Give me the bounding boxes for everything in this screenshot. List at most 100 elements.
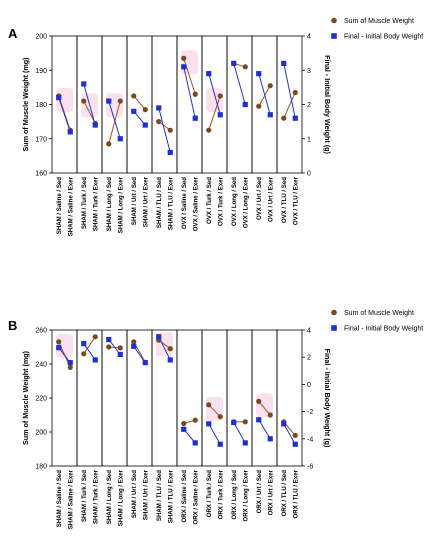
- category-label: OVX / TLU / Exer: [292, 176, 299, 225]
- muscle-point: [181, 55, 187, 61]
- category-label: ORX / Saline / Sed: [181, 470, 188, 523]
- body-point: [92, 357, 98, 363]
- body-point: [131, 343, 137, 349]
- body-series-line: [83, 343, 96, 361]
- body-series-line: [158, 107, 171, 153]
- body-point: [281, 421, 287, 427]
- muscle-point: [81, 351, 87, 357]
- y-tick-label: 160: [35, 171, 47, 178]
- category-label: SHAM / Urt / Sed: [131, 177, 138, 225]
- body-point: [242, 440, 248, 446]
- category-label: SHAM / Turk / Sed: [81, 177, 88, 229]
- body-point: [292, 441, 298, 447]
- panel-letter: A: [8, 26, 18, 41]
- y2-tick-label: 4: [307, 34, 311, 41]
- y2-tick-label: 2: [307, 102, 311, 109]
- category-label: OVX / TLU / Sed: [281, 177, 288, 223]
- body-point: [256, 417, 262, 423]
- legend-muscle-label: Sum of Muscle Weight: [344, 310, 414, 317]
- muscle-point: [56, 339, 62, 345]
- panel-letter: B: [8, 318, 17, 333]
- group-box: [276, 329, 303, 467]
- legend-muscle-marker: [331, 309, 337, 316]
- body-series-line: [258, 73, 271, 115]
- category-label: SHAM / Urt / Exer: [142, 469, 149, 520]
- group-box: [176, 329, 203, 467]
- body-point: [56, 95, 62, 101]
- category-label: SHAM / Long / Exer: [117, 469, 124, 526]
- muscle-point: [142, 107, 148, 113]
- group-box: [126, 35, 153, 174]
- body-point: [217, 112, 223, 118]
- body-point: [167, 357, 173, 363]
- category-label: OVX / Turk / Sed: [206, 177, 213, 224]
- muscle-point: [242, 419, 248, 425]
- legend-body-label: Final - Initial Body Weight: [344, 34, 423, 41]
- highlight-shape: [106, 93, 123, 118]
- muscle-point: [281, 115, 287, 121]
- muscle-point: [217, 414, 223, 420]
- group-box: [151, 35, 178, 174]
- category-label: SHAM / Saline / Sed: [56, 177, 63, 235]
- muscle-point: [106, 344, 112, 350]
- category-label: ORX / Long / Sed: [231, 470, 238, 520]
- body-series-line: [133, 346, 146, 363]
- category-label: SHAM / TLU / Sed: [156, 470, 163, 521]
- category-label: ORX / Long / Exer: [242, 469, 249, 521]
- muscle-point: [256, 103, 262, 109]
- body-point: [131, 108, 137, 114]
- muscle-series-line: [208, 404, 221, 418]
- body-point: [206, 421, 212, 427]
- y-tick-label: 180: [35, 102, 47, 109]
- body-point: [142, 360, 148, 366]
- body-point: [256, 71, 262, 77]
- body-point: [81, 341, 87, 347]
- muscle-series-line: [283, 92, 296, 119]
- legend-body-marker: [331, 325, 337, 331]
- category-label: SHAM / Turk / Exer: [92, 469, 99, 524]
- category-label: SHAM / TLU / Exer: [167, 469, 174, 523]
- body-series-line: [233, 422, 246, 444]
- body-point: [92, 122, 98, 128]
- muscle-point: [267, 412, 273, 418]
- y2-tick-label: 2: [307, 355, 311, 362]
- group-box: [226, 35, 253, 174]
- y2-tick-label: 3: [307, 68, 311, 75]
- category-label: SHAM / Urt / Sed: [131, 470, 138, 518]
- group-box: [101, 329, 128, 467]
- y-axis-title: Sum of Muscle Weight (mg): [21, 57, 30, 152]
- muscle-point: [167, 346, 173, 352]
- category-label: SHAM / Turk / Exer: [92, 176, 99, 231]
- legend-muscle-marker: [331, 17, 337, 24]
- body-point: [181, 426, 187, 432]
- category-label: SHAM / Long / Sed: [106, 177, 113, 231]
- body-point: [267, 436, 273, 442]
- y-tick-label: 220: [35, 396, 47, 403]
- category-label: ORX / Turk / Exer: [217, 469, 224, 519]
- y-tick-label: 190: [35, 68, 47, 75]
- muscle-point: [117, 98, 123, 104]
- muscle-point: [217, 93, 223, 99]
- body-point: [206, 71, 212, 77]
- muscle-point: [292, 432, 298, 438]
- body-series-line: [208, 73, 221, 115]
- highlight-shape: [181, 50, 198, 75]
- y2-tick-label: -4: [307, 436, 313, 443]
- category-label: ORX / TLU / Exer: [292, 469, 299, 518]
- y2-axis-title: Final - Initial Body Weight (g): [323, 349, 332, 448]
- category-label: SHAM / Long / Exer: [117, 176, 124, 233]
- muscle-point: [167, 127, 173, 133]
- category-label: ORX / Urt / Sed: [256, 470, 263, 514]
- category-label: ORX / TLU / Sed: [281, 470, 288, 517]
- category-label: SHAM / TLU / Sed: [156, 177, 163, 228]
- category-label: SHAM / Long / Sed: [106, 470, 113, 524]
- category-label: OVX / Saline / Sed: [181, 177, 188, 229]
- y-axis-title: Sum of Muscle Weight (mg): [21, 350, 30, 445]
- muscle-point: [256, 398, 262, 404]
- muscle-point: [206, 402, 212, 408]
- y-tick-label: 260: [35, 328, 47, 335]
- body-series-line: [83, 83, 96, 126]
- y2-tick-label: 0: [307, 382, 311, 389]
- category-label: ORX / Urt / Exer: [267, 469, 274, 515]
